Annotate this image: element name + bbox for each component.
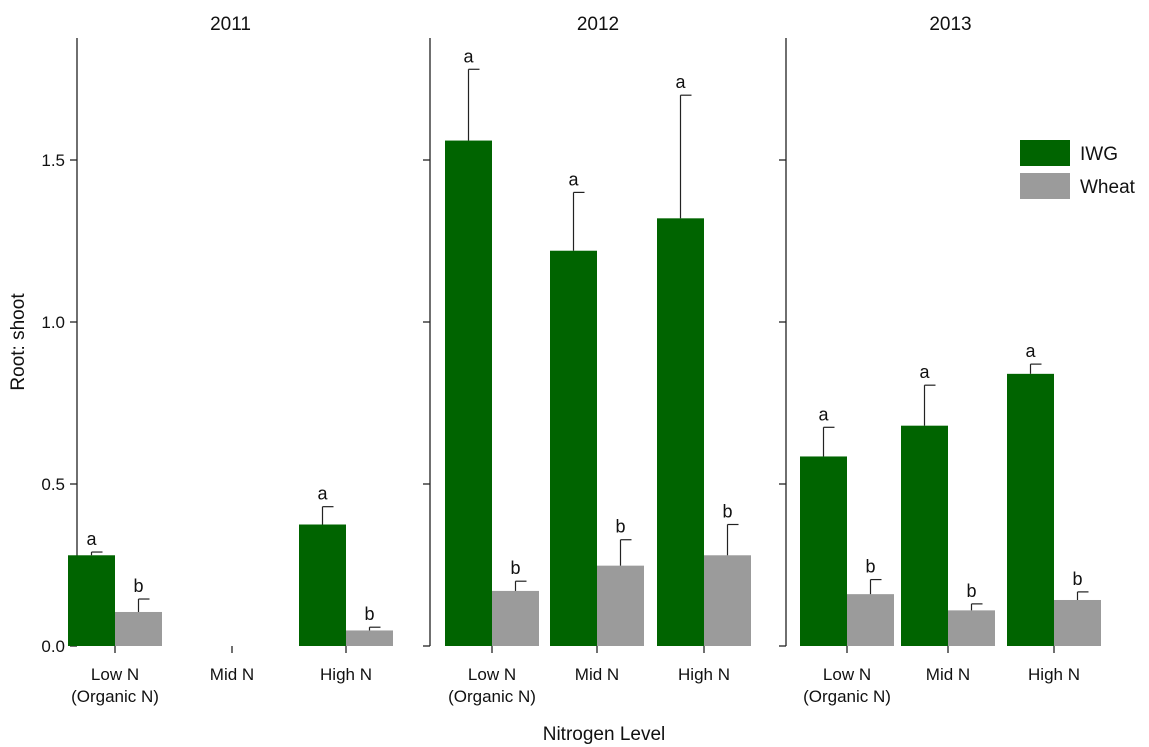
y-tick-label: 0.0 <box>41 637 65 656</box>
bar-iwg-2012-1 <box>550 250 597 646</box>
significance-letter: b <box>133 576 143 596</box>
x-tick-label: Low N (Organic N) <box>71 665 159 706</box>
y-tick-label: 0.5 <box>41 475 65 494</box>
x-tick-label: Low N (Organic N) <box>803 665 891 706</box>
legend: IWG Wheat <box>1020 140 1136 199</box>
significance-letter: a <box>86 529 97 549</box>
x-tick-label: Mid N <box>926 665 970 684</box>
x-tick-label: Mid N <box>210 665 254 684</box>
x-tick-label: High N <box>320 665 372 684</box>
bar-wheat-2011-0 <box>115 611 162 646</box>
significance-letter: b <box>1072 569 1082 589</box>
y-axis-label: Root: shoot <box>8 293 29 391</box>
significance-letter: b <box>615 517 625 537</box>
bar-wheat-2013-1 <box>948 610 995 646</box>
significance-letter: a <box>919 362 930 382</box>
bar-iwg-2012-2 <box>657 218 704 646</box>
significance-letter: a <box>463 46 474 66</box>
bar-iwg-2012-0 <box>445 140 492 646</box>
panels: 0.0 0.5 1.0 1.5 2011 Low N (Organic N) Mid N Hig… <box>41 14 1101 706</box>
significance-letter: a <box>818 404 829 424</box>
panel-2013: 2013 Low N (Organic N) Mid N High N a a a b b b <box>779 14 1101 706</box>
bar-wheat-2013-0 <box>847 594 894 646</box>
y-tick-label: 1.5 <box>41 151 65 170</box>
x-tick-label: Low N (Organic N) <box>448 665 536 706</box>
bar-wheat-2012-0 <box>492 590 539 646</box>
panel-2011: 0.0 0.5 1.0 1.5 2011 Low N (Organic N) Mid N Hig… <box>41 14 393 706</box>
bar-iwg-2013-1 <box>901 425 948 646</box>
legend-swatch-iwg <box>1020 140 1070 166</box>
x-axis-label: Nitrogen Level <box>543 724 666 745</box>
significance-letter: b <box>966 581 976 601</box>
bar-iwg-2011-0 <box>68 555 115 646</box>
bar-wheat-2013-2 <box>1054 599 1101 646</box>
panel-2012: 2012 Low N (Organic N) Mid N High N a a a b b b <box>423 14 751 706</box>
bar-iwg-2013-0 <box>800 456 847 646</box>
bar-wheat-2011-2 <box>346 630 393 646</box>
significance-letter: a <box>568 169 579 189</box>
significance-letter: b <box>865 557 875 577</box>
x-tick-label: High N <box>1028 665 1080 684</box>
panel-title: 2012 <box>577 14 619 35</box>
y-tick-label: 1.0 <box>41 313 65 332</box>
significance-letter: a <box>675 72 686 92</box>
significance-letter: a <box>317 484 328 504</box>
significance-letter: b <box>722 502 732 522</box>
bar-iwg-2013-2 <box>1007 373 1054 646</box>
panel-title: 2013 <box>929 14 971 35</box>
x-tick-label: High N <box>678 665 730 684</box>
legend-label-iwg: IWG <box>1080 144 1118 165</box>
legend-swatch-wheat <box>1020 173 1070 199</box>
bar-iwg-2011-2 <box>299 524 346 646</box>
legend-label-wheat: Wheat <box>1080 177 1136 198</box>
panel-title: 2011 <box>210 14 251 35</box>
significance-letter: b <box>510 558 520 578</box>
significance-letter: a <box>1025 341 1036 361</box>
bar-wheat-2012-2 <box>704 555 751 646</box>
x-tick-label: Mid N <box>575 665 619 684</box>
bar-wheat-2012-1 <box>597 565 644 646</box>
significance-letter: b <box>364 604 374 624</box>
